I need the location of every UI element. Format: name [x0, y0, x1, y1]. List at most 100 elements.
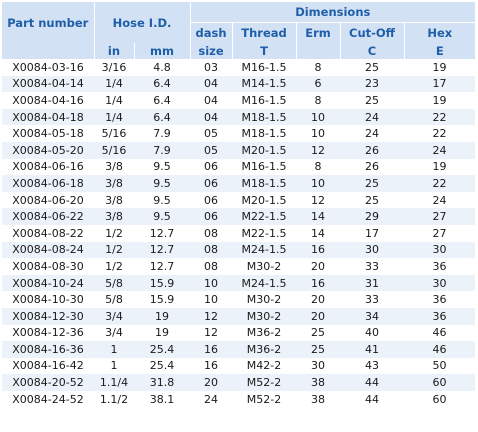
thread-cell: M22-1.5	[232, 224, 296, 242]
table-row: X0084-04-14 1/4 6.4 04 M14-1.5 6 23 17	[2, 75, 476, 93]
erm-cell: 8	[296, 92, 340, 109]
hose-in-cell: 1	[94, 341, 134, 358]
cutoff-cell: 26	[340, 141, 404, 159]
part-number-cell: X0084-06-16	[2, 158, 94, 176]
dash-size-cell: 06	[190, 158, 232, 176]
hex-cell: 30	[404, 274, 476, 292]
header-part-number: Part number	[2, 2, 94, 43]
hose-in-cell: 3/4	[94, 324, 134, 342]
hose-in-cell: 5/16	[94, 141, 134, 159]
dash-size-cell: 12	[190, 307, 232, 325]
cutoff-cell: 34	[340, 307, 404, 325]
part-number-cell: X0084-04-16	[2, 92, 94, 109]
table-row: X0084-04-18 1/4 6.4 04 M18-1.5 10 24 22	[2, 108, 476, 126]
dash-size-cell: 08	[190, 241, 232, 259]
erm-cell: 6	[296, 75, 340, 93]
dash-size-cell: 04	[190, 75, 232, 93]
thread-cell: M16-1.5	[232, 92, 296, 109]
subheader-erm-empty	[295, 43, 340, 59]
cutoff-cell: 29	[340, 208, 404, 225]
part-number-cell: X0084-06-22	[2, 208, 94, 225]
hose-mm-cell: 25.4	[134, 341, 190, 358]
hose-in-cell: 1	[94, 357, 134, 375]
cutoff-cell: 33	[340, 258, 404, 275]
header-dash: dash	[189, 22, 232, 43]
part-number-cell: X0084-08-22	[2, 224, 94, 242]
cutoff-cell: 33	[340, 291, 404, 308]
thread-cell: M16-1.5	[232, 59, 296, 76]
table-row: X0084-06-22 3/8 9.5 06 M22-1.5 14 29 27	[2, 208, 476, 225]
cutoff-cell: 31	[340, 274, 404, 292]
table-row: X0084-12-30 3/4 19 12 M30-2 20 34 36	[2, 307, 476, 325]
table-row: X0084-20-52 1.1/4 31.8 20 M52-2 38 44 60	[2, 374, 476, 391]
thread-cell: M36-2	[232, 324, 296, 342]
part-number-cell: X0084-06-20	[2, 191, 94, 209]
hex-cell: 27	[404, 224, 476, 242]
hose-in-cell: 1/4	[94, 92, 134, 109]
hex-cell: 36	[404, 258, 476, 275]
hose-in-cell: 5/8	[94, 291, 134, 308]
erm-cell: 16	[296, 241, 340, 259]
hose-mm-cell: 19	[134, 324, 190, 342]
table-row: X0084-16-42 1 25.4 16 M42-2 30 43 50	[2, 357, 476, 375]
erm-cell: 10	[296, 175, 340, 192]
hex-cell: 22	[404, 175, 476, 192]
table-row: X0084-10-30 5/8 15.9 10 M30-2 20 33 36	[2, 291, 476, 308]
part-number-cell: X0084-05-18	[2, 125, 94, 142]
part-number-cell: X0084-12-36	[2, 324, 94, 342]
hex-cell: 46	[404, 324, 476, 342]
hose-mm-cell: 9.5	[134, 158, 190, 176]
cutoff-cell: 25	[340, 59, 404, 76]
part-number-cell: X0084-05-20	[2, 141, 94, 159]
thread-cell: M36-2	[232, 341, 296, 358]
dash-size-cell: 08	[190, 258, 232, 275]
hose-mm-cell: 7.9	[134, 141, 190, 159]
thread-cell: M30-2	[232, 307, 296, 325]
hose-mm-cell: 12.7	[134, 241, 190, 259]
part-number-cell: X0084-06-18	[2, 175, 94, 192]
table-body: X0084-03-16 3/16 4.8 03 M16-1.5 8 25 19 X0084-04…	[2, 59, 476, 408]
hex-cell: 17	[404, 75, 476, 93]
thread-cell: M18-1.5	[232, 125, 296, 142]
hex-cell: 19	[404, 59, 476, 76]
table-row: X0084-08-24 1/2 12.7 08 M24-1.5 16 30 30	[2, 241, 476, 259]
dash-size-cell: 24	[190, 390, 232, 408]
cutoff-cell: 24	[340, 108, 404, 126]
thread-cell: M22-1.5	[232, 208, 296, 225]
thread-cell: M18-1.5	[232, 108, 296, 126]
dash-size-cell: 12	[190, 324, 232, 342]
erm-cell: 8	[296, 59, 340, 76]
cutoff-cell: 23	[340, 75, 404, 93]
header-cutoff: Cut-Off	[339, 22, 404, 43]
erm-cell: 8	[296, 158, 340, 176]
cutoff-cell: 25	[340, 175, 404, 192]
cutoff-cell: 41	[340, 341, 404, 358]
dash-size-cell: 06	[190, 208, 232, 225]
part-number-cell: X0084-16-36	[2, 341, 94, 358]
dash-size-cell: 16	[190, 341, 232, 358]
table-row: X0084-08-22 1/2 12.7 08 M22-1.5 14 17 27	[2, 224, 476, 242]
hose-mm-cell: 31.8	[134, 374, 190, 391]
erm-cell: 12	[296, 141, 340, 159]
thread-cell: M30-2	[232, 258, 296, 275]
cutoff-cell: 24	[340, 125, 404, 142]
table-row: X0084-05-18 5/16 7.9 05 M18-1.5 10 24 22	[2, 125, 476, 142]
erm-cell: 25	[296, 341, 340, 358]
dash-size-cell: 04	[190, 108, 232, 126]
erm-cell: 16	[296, 274, 340, 292]
hex-cell: 36	[404, 291, 476, 308]
erm-cell: 20	[296, 291, 340, 308]
hose-in-cell: 3/8	[94, 175, 134, 192]
hose-mm-cell: 19	[134, 307, 190, 325]
part-number-cell: X0084-24-52	[2, 390, 94, 408]
erm-cell: 14	[296, 224, 340, 242]
cutoff-cell: 40	[340, 324, 404, 342]
hose-in-cell: 3/8	[94, 208, 134, 225]
hose-mm-cell: 38.1	[134, 390, 190, 408]
hex-cell: 27	[404, 208, 476, 225]
hose-in-cell: 1/2	[94, 241, 134, 259]
hose-in-cell: 1.1/4	[94, 374, 134, 391]
cutoff-cell: 43	[340, 357, 404, 375]
header-erm: Erm	[295, 22, 340, 43]
part-number-cell: X0084-16-42	[2, 357, 94, 375]
